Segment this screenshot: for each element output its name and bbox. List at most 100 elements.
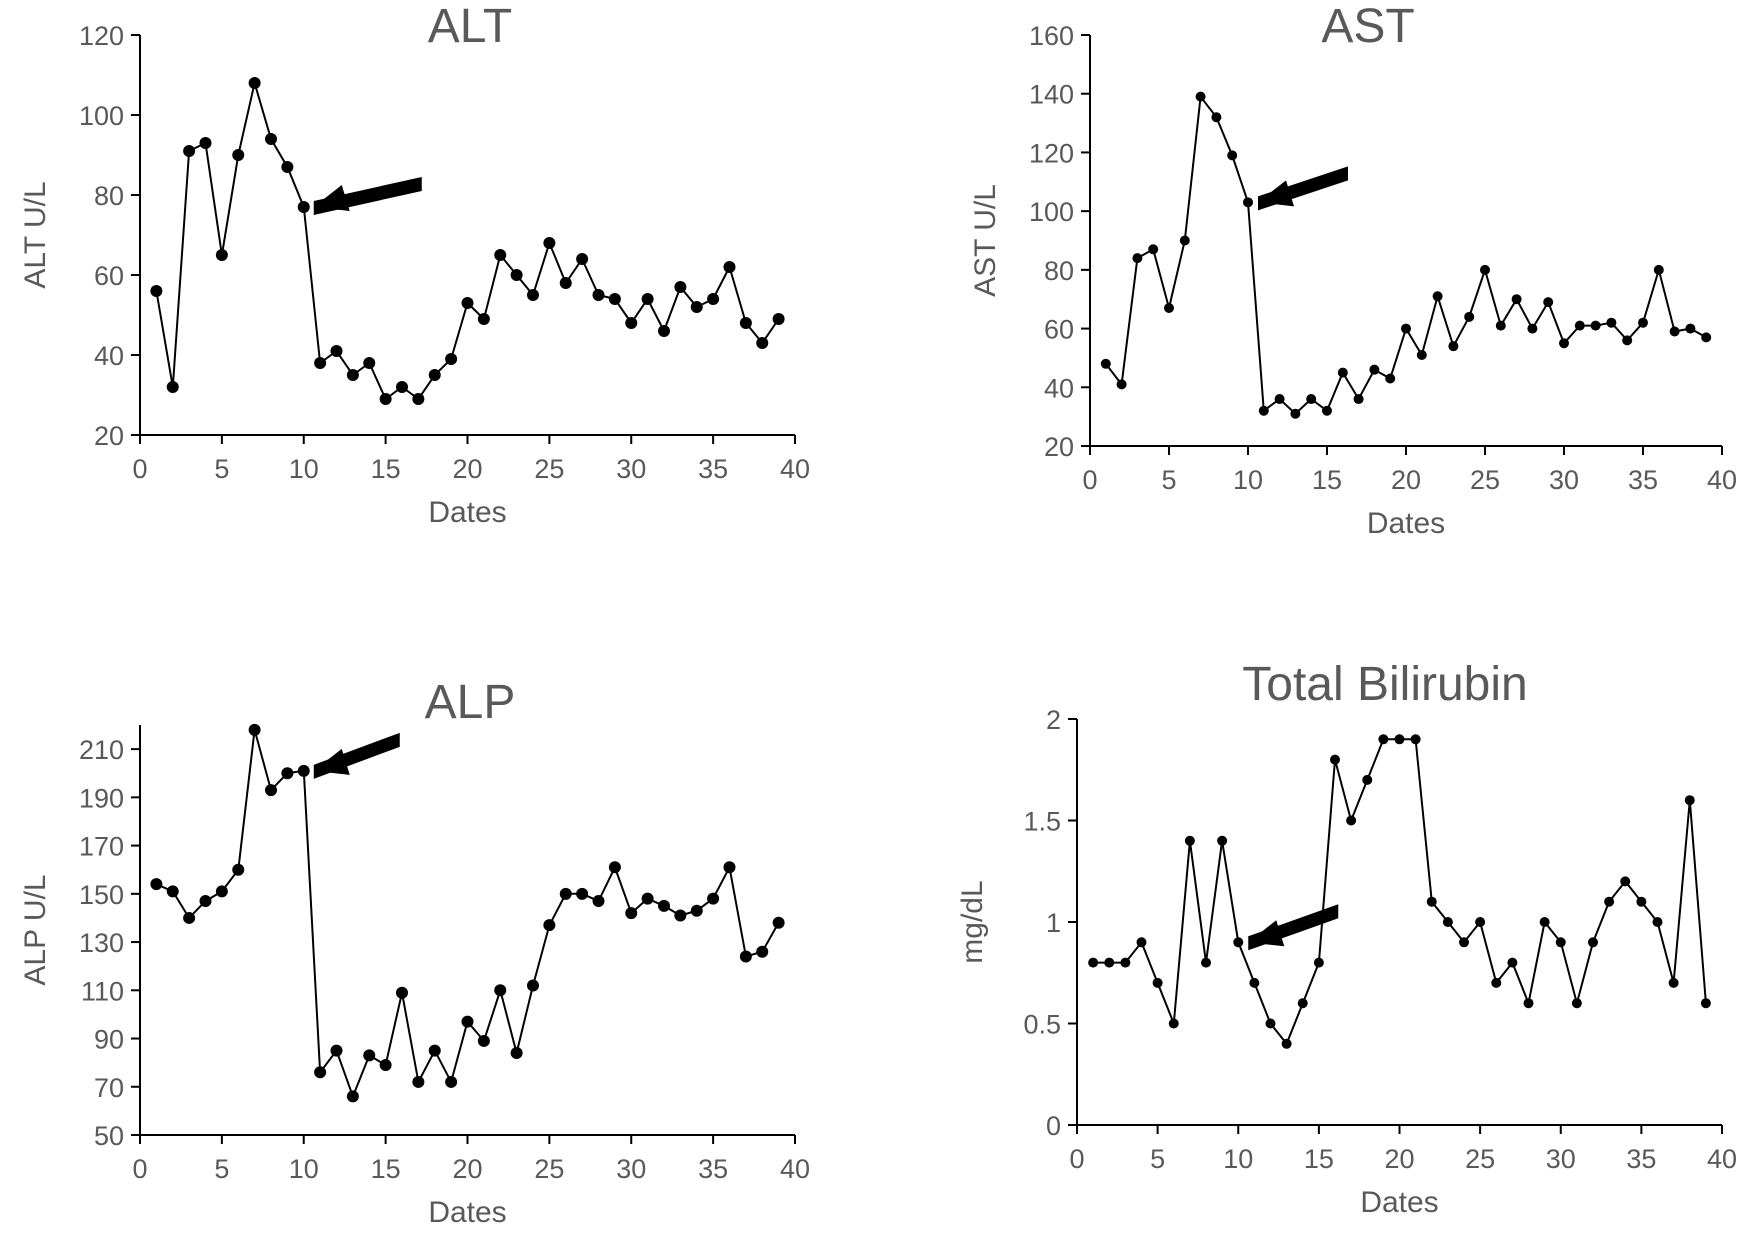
data-point — [1362, 774, 1373, 785]
data-point — [658, 325, 670, 337]
data-point — [1574, 320, 1585, 331]
data-point — [527, 979, 539, 992]
data-point — [461, 1015, 474, 1028]
x-tick-label: 0 — [1082, 465, 1097, 495]
y-tick-label: 0.5 — [1023, 1010, 1061, 1040]
data-point — [707, 293, 720, 305]
data-point — [477, 1034, 490, 1047]
y-tick-label: 130 — [79, 928, 124, 958]
data-point — [1700, 998, 1711, 1009]
y-tick-label: 0 — [1046, 1111, 1061, 1141]
data-point — [1195, 91, 1206, 102]
data-point — [232, 863, 245, 876]
series-line — [1105, 94, 1707, 416]
data-point — [723, 261, 736, 273]
data-point — [1620, 876, 1631, 887]
x-tick-label: 5 — [214, 1154, 229, 1184]
y-tick-label: 1.5 — [1023, 807, 1061, 837]
x-tick-label: 10 — [289, 1154, 319, 1184]
data-point — [428, 1044, 441, 1057]
data-point — [1555, 937, 1566, 948]
data-point — [412, 1075, 425, 1088]
data-point — [396, 986, 408, 999]
data-point — [1290, 408, 1301, 419]
data-point — [412, 393, 425, 405]
data-point — [1330, 754, 1340, 765]
data-point — [1475, 917, 1486, 927]
data-point — [363, 357, 376, 369]
y-tick-label: 60 — [94, 261, 124, 291]
x-tick-label: 10 — [289, 454, 319, 484]
data-point — [510, 269, 523, 281]
data-point — [674, 909, 687, 922]
data-point — [1243, 197, 1253, 208]
x-axis-title: Dates — [428, 496, 506, 529]
data-point — [428, 369, 441, 381]
data-point — [1669, 326, 1680, 337]
data-point — [1313, 957, 1324, 968]
data-point — [1448, 341, 1459, 352]
y-tick-label: 60 — [1044, 315, 1074, 345]
x-tick-label: 0 — [132, 454, 147, 484]
data-point — [265, 133, 277, 145]
data-point — [1227, 150, 1238, 161]
x-tick-label: 30 — [1546, 1144, 1576, 1174]
x-tick-label: 0 — [1069, 1144, 1084, 1174]
series-line — [1093, 738, 1707, 1046]
data-point — [592, 895, 605, 908]
x-tick-label: 0 — [132, 1154, 147, 1184]
x-tick-label: 40 — [1707, 465, 1737, 495]
x-tick-label: 40 — [780, 1154, 810, 1184]
data-point — [1116, 379, 1127, 390]
x-axis-title: Dates — [428, 1196, 506, 1229]
y-axis-title: ALT U/L — [19, 181, 52, 288]
data-point — [1606, 317, 1617, 328]
data-point — [379, 393, 392, 405]
data-point — [1636, 896, 1647, 907]
arrow-icon — [1258, 166, 1348, 211]
y-tick-label: 70 — [94, 1073, 124, 1103]
data-point — [379, 1059, 392, 1072]
y-tick-label: 80 — [94, 181, 124, 211]
data-point — [641, 293, 654, 305]
data-point — [1622, 335, 1633, 346]
x-axis-title: Dates — [1360, 1186, 1438, 1219]
data-point — [1136, 937, 1147, 948]
data-point — [739, 317, 752, 329]
x-tick-label: 5 — [214, 454, 229, 484]
y-tick-label: 100 — [79, 101, 124, 131]
y-tick-label: 90 — [94, 1025, 124, 1055]
x-tick-label: 35 — [1628, 465, 1658, 495]
data-point — [1459, 937, 1469, 948]
data-point — [1168, 1018, 1179, 1029]
x-tick-label: 5 — [1161, 465, 1176, 495]
x-tick-label: 20 — [1384, 1144, 1414, 1174]
data-point — [658, 899, 670, 912]
data-point — [1104, 957, 1115, 968]
y-tick-label: 110 — [81, 976, 124, 1006]
data-point — [297, 764, 310, 777]
y-tick-label: 170 — [79, 832, 124, 862]
data-point — [690, 904, 703, 917]
chart-1: ALT 20 40 60 80 100 120 0 5 10 15 20 25 30 35 40 Dates AL… — [19, 0, 810, 529]
data-point — [608, 861, 621, 874]
x-tick-label: 20 — [1391, 465, 1421, 495]
data-point — [1394, 734, 1405, 745]
data-point — [1233, 937, 1244, 948]
data-point — [281, 767, 294, 780]
arrow-icon — [313, 732, 400, 779]
data-point — [494, 984, 507, 997]
data-point — [1590, 320, 1601, 331]
y-tick-label: 40 — [1044, 373, 1074, 403]
data-point — [1249, 977, 1260, 988]
data-point — [477, 313, 490, 325]
data-point — [772, 313, 785, 325]
y-tick-label: 190 — [79, 783, 124, 813]
data-point — [756, 337, 769, 349]
data-point — [166, 885, 179, 898]
data-point — [707, 892, 720, 905]
data-point — [445, 353, 458, 365]
data-point — [346, 369, 359, 381]
data-point — [1120, 957, 1131, 968]
